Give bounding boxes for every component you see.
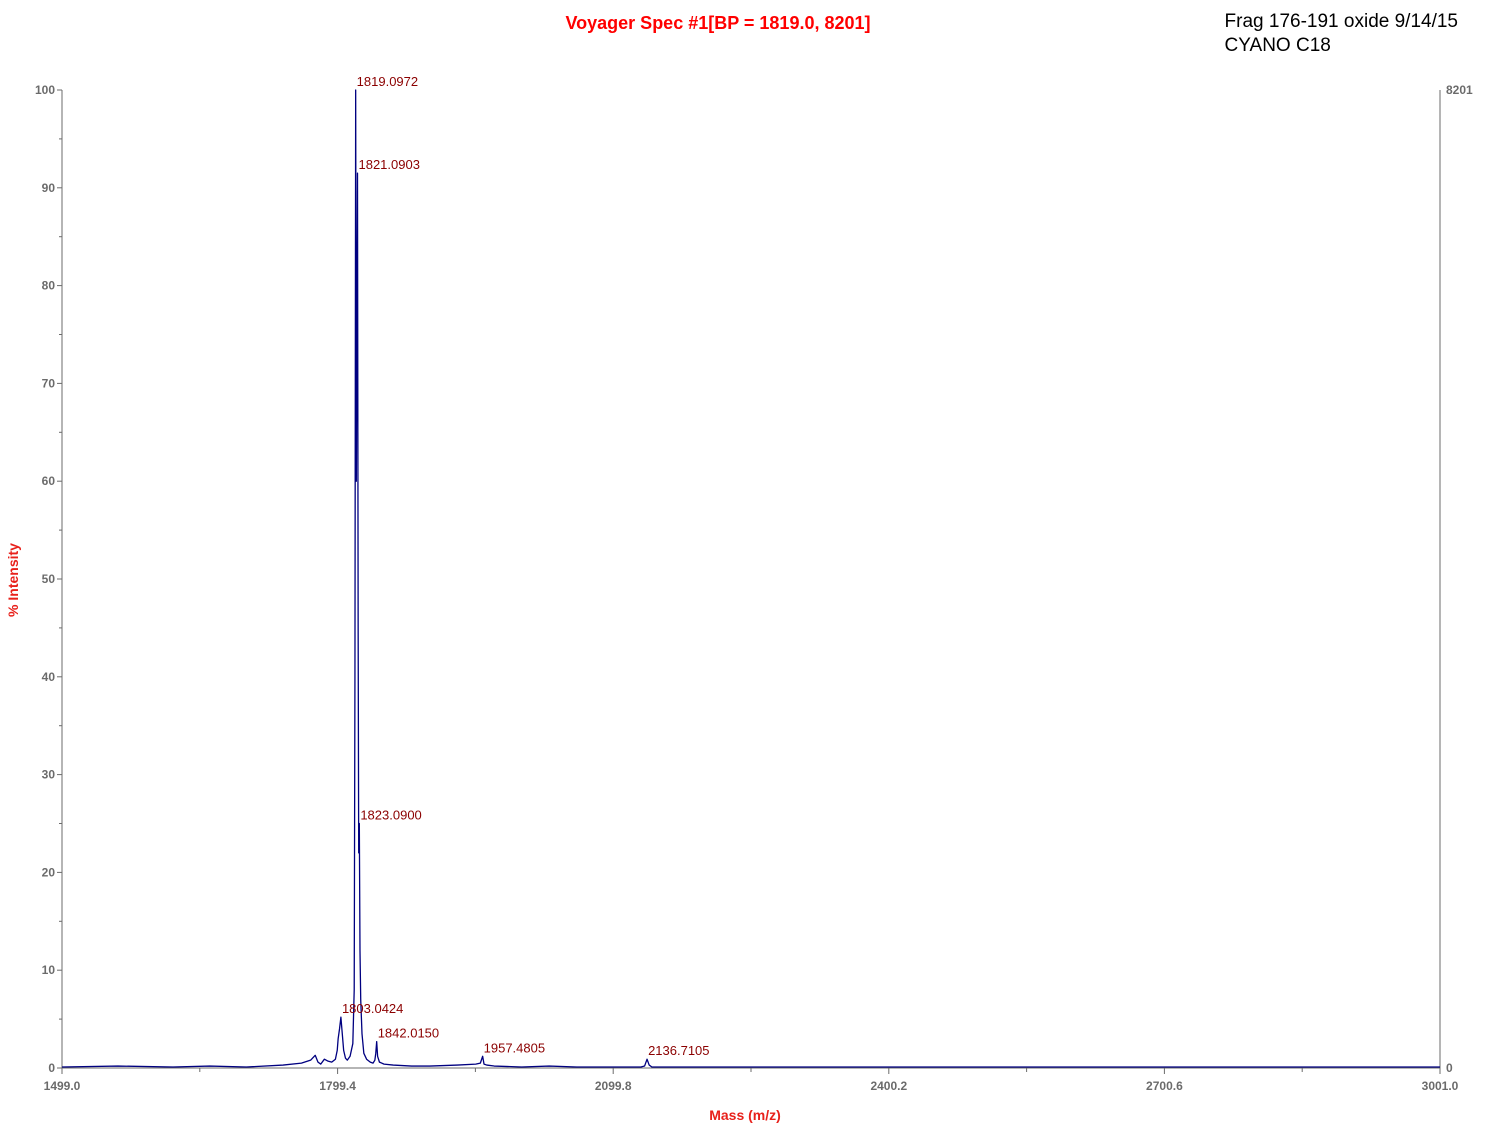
y-tick-label: 40	[42, 670, 56, 684]
x-tick-label: 1799.4	[319, 1079, 356, 1093]
peak-label: 1803.0424	[342, 1001, 403, 1016]
y-tick-label: 80	[42, 279, 56, 293]
x-tick-label: 1499.0	[44, 1079, 81, 1093]
y-axis-ticks: 0 10 20 30 40 50 60 70 80 90 100	[35, 83, 62, 1075]
right-axis-min-label: 0	[1446, 1061, 1453, 1075]
y-tick-label: 10	[42, 963, 56, 977]
x-tick-label: 3001.0	[1422, 1079, 1459, 1093]
sample-info-line-2: CYANO C18	[1224, 35, 1331, 56]
x-tick-label: 2099.8	[595, 1079, 632, 1093]
y-tick-label: 30	[42, 768, 56, 782]
x-tick-label: 2400.2	[870, 1079, 907, 1093]
peak-label: 1957.4805	[484, 1040, 545, 1055]
peak-label: 1819.0972	[357, 74, 418, 89]
peak-label: 1842.0150	[378, 1026, 439, 1041]
peak-label: 2136.7105	[648, 1043, 709, 1058]
right-axis-max-label: 8201	[1446, 83, 1473, 97]
y-tick-label: 0	[48, 1061, 55, 1075]
peak-label: 1821.0903	[358, 157, 419, 172]
x-axis-label: Mass (m/z)	[709, 1107, 781, 1123]
peak-labels: 1819.0972 1821.0903 1823.0900 1803.0424 1842…	[342, 74, 710, 1058]
x-axis-ticks: 1499.0 1799.4 2099.8 2400.2 2700.6 3001.0	[44, 1068, 1459, 1093]
sample-info-line-1: Frag 176-191 oxide 9/14/15	[1224, 11, 1458, 32]
y-axis-label: % Intensity	[5, 543, 21, 617]
x-tick-label: 2700.6	[1146, 1079, 1183, 1093]
y-tick-label: 90	[42, 181, 56, 195]
y-tick-label: 60	[42, 474, 56, 488]
y-tick-label: 20	[42, 865, 56, 879]
spectrum-trace-group	[61, 89, 1440, 1068]
y-tick-label: 100	[35, 83, 55, 97]
spectrum-trace	[61, 89, 1440, 1068]
chart-title: Voyager Spec #1[BP = 1819.0, 8201]	[565, 13, 870, 33]
y-tick-label: 70	[42, 376, 56, 390]
y-tick-label: 50	[42, 572, 56, 586]
sample-info: Frag 176-191 oxide 9/14/15 CYANO C18	[1225, 10, 1458, 58]
peak-label: 1823.0900	[360, 808, 421, 823]
